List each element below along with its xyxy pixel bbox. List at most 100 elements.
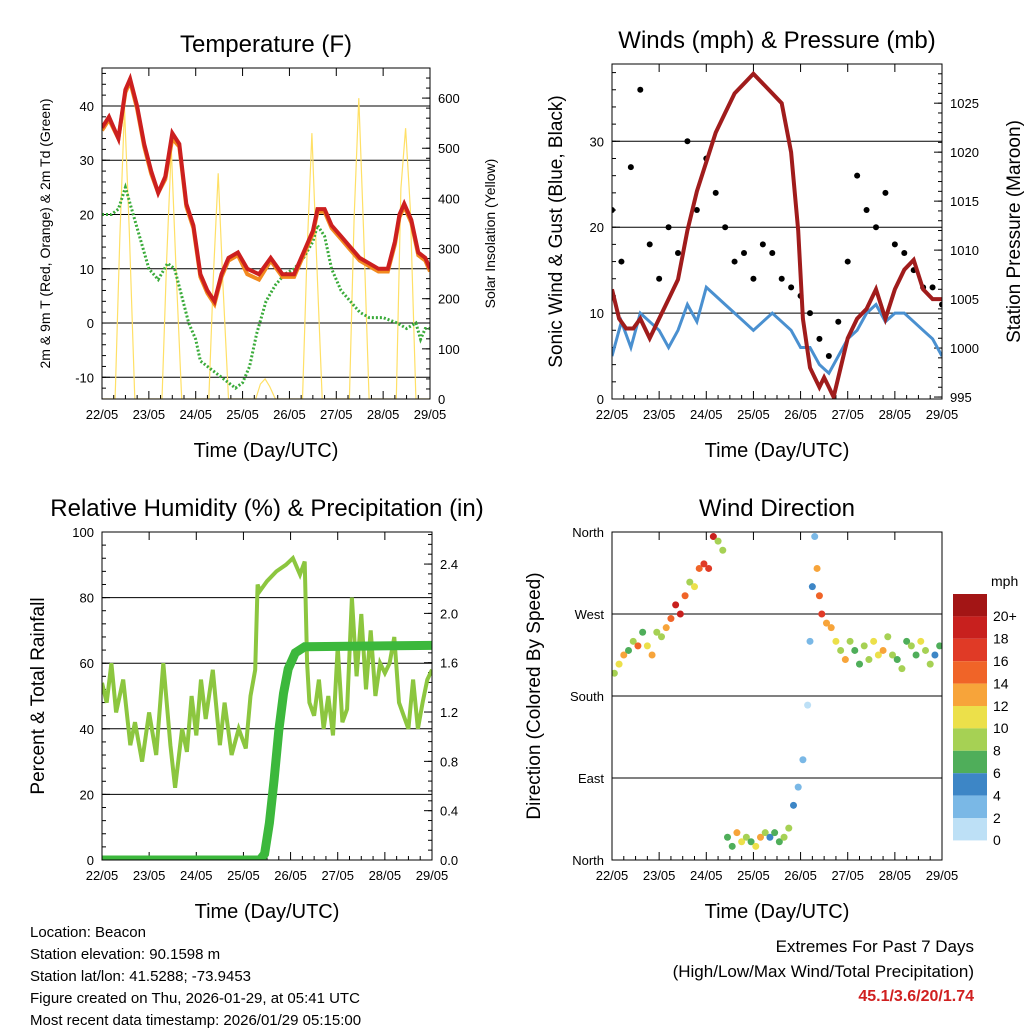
gust-point xyxy=(891,241,898,248)
temperature-y2-tick-label: 100 xyxy=(438,342,460,357)
wind_direction-y-label: Direction (Colored By Speed) xyxy=(524,572,545,819)
colorbar-swatch xyxy=(953,818,987,841)
station-elevation: Station elevation: 90.1598 m xyxy=(30,946,221,963)
colorbar-label: 8 xyxy=(993,743,1001,759)
station-info: Location: Beacon Station elevation: 90.1… xyxy=(30,922,361,1032)
gust-point xyxy=(722,224,729,231)
winds-x-tick-label: 28/05 xyxy=(879,407,912,422)
gust-point xyxy=(637,86,644,93)
direction-point xyxy=(662,624,670,632)
direction-point xyxy=(766,833,774,841)
precipitation-line xyxy=(102,640,432,860)
extremes-values: 45.1/3.6/20/1.74 xyxy=(858,988,974,1005)
temperature-y2-tick-label: 400 xyxy=(438,191,460,206)
direction-point xyxy=(733,829,741,837)
gust-point xyxy=(656,275,663,282)
temperature-y-label: 2m & 9m T (Red, Orange) & 2m Td (Green) xyxy=(37,99,53,369)
gust-point xyxy=(854,172,861,179)
direction-point xyxy=(936,642,942,650)
direction-point xyxy=(676,610,684,618)
winds-y2-label: Station Pressure (Maroon) xyxy=(1004,120,1024,343)
temperature-panel: Temperature (F) 22/05 23/05 24/05 25/05 26/05… xyxy=(37,31,498,462)
direction-point xyxy=(931,651,939,659)
direction-point xyxy=(889,651,896,659)
direction-point xyxy=(648,651,656,659)
humidity-series xyxy=(102,554,432,860)
colorbar-swatch xyxy=(953,594,987,617)
winds-plot-border xyxy=(611,63,943,400)
direction-point xyxy=(837,646,845,654)
wind_direction-y-tick-label: North xyxy=(572,853,604,868)
temperature-y2-tick-label: 600 xyxy=(438,91,460,106)
direction-point xyxy=(709,533,717,541)
direction-point xyxy=(823,619,830,627)
direction-point xyxy=(912,651,920,659)
direction-point xyxy=(860,642,868,650)
humidity-x-tick-label: 23/05 xyxy=(133,868,166,883)
gust-point xyxy=(665,224,672,231)
gust-point xyxy=(712,189,719,196)
temperature-y-tick-label: 20 xyxy=(80,208,94,223)
temperature-x-tick-label: 25/05 xyxy=(226,407,259,422)
direction-point xyxy=(903,637,911,645)
colorbar-label: 2 xyxy=(993,810,1001,826)
gust-point xyxy=(646,241,653,248)
direction-point xyxy=(856,660,863,668)
direction-point xyxy=(658,633,665,641)
gust-point xyxy=(741,249,747,256)
gust-point xyxy=(807,310,813,317)
temperature-x-label: Time (Day/UTC) xyxy=(194,440,339,462)
temperature-y-tick-label: -10 xyxy=(75,370,94,385)
direction-point xyxy=(818,610,826,618)
direction-point xyxy=(917,637,925,645)
direction-point xyxy=(813,564,821,572)
humidity-x-tick-label: 27/05 xyxy=(321,868,354,883)
winds-x-tick-label: 24/05 xyxy=(690,407,723,422)
colorbar-label: 4 xyxy=(993,787,1001,803)
direction-point xyxy=(714,537,722,545)
wind_direction-x-tick-label: 28/05 xyxy=(879,868,912,883)
wind_direction-x-tick-label: 29/05 xyxy=(926,868,959,883)
direction-point xyxy=(742,833,750,841)
colorbar-swatch xyxy=(953,683,987,706)
direction-point xyxy=(653,628,661,636)
winds-y2-tick-label: 995 xyxy=(950,390,972,405)
wind-direction-series xyxy=(612,533,942,850)
direction-point xyxy=(811,533,819,541)
temperature-y2-tick-label: 500 xyxy=(438,141,460,156)
winds-y2-tick-label: 1015 xyxy=(950,194,979,209)
direction-point xyxy=(926,660,934,668)
extremes-box: Extremes For Past 7 Days (High/Low/Max W… xyxy=(673,934,974,1009)
direction-point xyxy=(747,838,755,846)
wind_direction-x-tick-label: 26/05 xyxy=(784,868,817,883)
humidity-title: Relative Humidity (%) & Precipitation (i… xyxy=(50,495,483,522)
humidity-x-label: Time (Day/UTC) xyxy=(195,901,340,923)
direction-point xyxy=(851,646,859,654)
wind_direction-panel: Wind Direction 22/05 23/05 24/05 25/05 26/05 2… xyxy=(524,495,958,923)
speed-colorbar: mph 20+ 18 16 14 12 10 8 6 4 2 0 xyxy=(953,573,1018,848)
gust-point xyxy=(750,275,757,282)
direction-point xyxy=(667,615,675,623)
direction-point xyxy=(634,642,642,650)
humidity-y2-tick-label: 2.4 xyxy=(440,557,458,572)
direction-point xyxy=(806,637,814,645)
station-pressure-line xyxy=(612,70,942,399)
gust-point xyxy=(675,249,681,256)
humidity-x-tick-label: 29/05 xyxy=(416,868,449,883)
direction-point xyxy=(672,601,680,609)
direction-point xyxy=(780,833,788,841)
winds-x-tick-label: 25/05 xyxy=(737,407,770,422)
station-location: Location: Beacon xyxy=(30,924,146,941)
gust-point xyxy=(835,318,842,325)
winds-series xyxy=(612,70,942,399)
direction-point xyxy=(874,651,882,659)
gust-point xyxy=(788,284,795,291)
recent-data-timestamp: Most recent data timestamp: 2026/01/29 0… xyxy=(30,1012,362,1029)
direction-point xyxy=(639,628,647,636)
direction-point xyxy=(643,642,651,650)
winds-y2-tick-label: 1025 xyxy=(950,96,979,111)
gust-point xyxy=(778,275,785,282)
direction-point xyxy=(686,578,694,586)
direction-point xyxy=(808,583,816,591)
gust-point xyxy=(901,249,908,256)
